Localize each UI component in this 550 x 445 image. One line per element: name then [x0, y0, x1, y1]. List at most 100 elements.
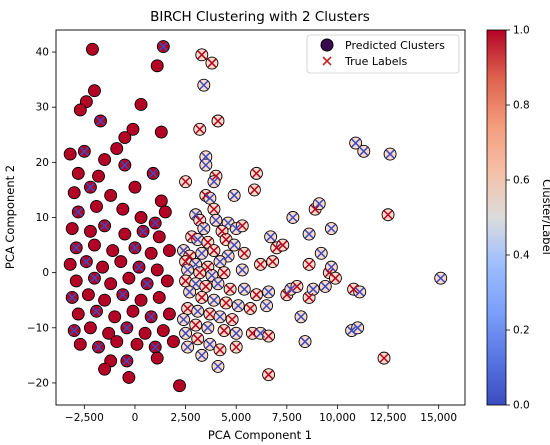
true-label-marker: [179, 314, 189, 325]
true-label-marker: [185, 251, 195, 261]
true-label-marker: [207, 58, 217, 68]
true-label-marker: [118, 290, 128, 300]
true-label-marker: [146, 248, 156, 258]
true-label-marker: [154, 292, 164, 302]
true-label-marker: [330, 273, 340, 283]
true-label-marker: [71, 243, 81, 253]
true-label-marker: [67, 223, 77, 234]
true-label-marker: [191, 279, 201, 289]
y-tick-label: −10: [27, 322, 49, 334]
true-label-marker: [142, 279, 152, 289]
legend: Predicted Clusters True Labels: [306, 34, 460, 74]
y-tick-label: 20: [36, 157, 49, 169]
true-label-marker: [181, 257, 191, 267]
true-label-marker: [278, 240, 288, 250]
true-label-marker: [81, 97, 91, 107]
true-label-marker: [221, 235, 231, 245]
true-label-marker: [93, 342, 104, 352]
true-label-marker: [187, 232, 197, 242]
true-label-marker: [96, 116, 106, 126]
true-label-marker: [351, 138, 361, 148]
true-label-marker: [264, 370, 274, 380]
true-label-marker: [160, 207, 170, 217]
true-label-marker: [73, 309, 83, 319]
true-label-marker: [158, 42, 168, 52]
true-label-marker: [268, 257, 278, 267]
true-label-marker: [150, 342, 160, 352]
true-label-marker: [219, 326, 229, 336]
true-label-marker: [385, 149, 395, 159]
x-axis: −2,500 0 2,500 5,000 7,500 10,000 12,500 15,000: [65, 405, 457, 424]
true-label-marker: [213, 116, 223, 126]
colorbar-tick-label: 1.0: [513, 25, 530, 37]
true-label-marker: [87, 44, 97, 54]
x-tick-label: 2,500: [171, 412, 201, 424]
y-tick-label: −20: [27, 377, 49, 389]
true-label-marker: [134, 262, 144, 272]
true-label-marker: [326, 262, 336, 272]
true-label-marker: [120, 160, 130, 170]
true-label-marker: [209, 177, 219, 187]
true-label-marker: [100, 155, 110, 165]
true-label-marker: [231, 328, 241, 338]
true-label-marker: [120, 229, 130, 239]
true-label-marker: [308, 284, 318, 294]
true-label-marker: [239, 248, 249, 258]
true-label-marker: [320, 281, 330, 291]
true-label-marker: [304, 292, 314, 302]
true-label-marker: [213, 361, 223, 371]
true-label-marker: [75, 339, 85, 349]
true-label-marker: [164, 246, 174, 256]
true-label-marker: [195, 124, 205, 134]
true-label-marker: [304, 259, 314, 269]
true-label-marker: [223, 218, 233, 228]
true-label-marker: [110, 312, 120, 322]
true-label-marker: [116, 257, 126, 267]
true-label-marker: [349, 284, 359, 294]
true-label-marker: [148, 168, 158, 178]
true-label-marker: [98, 262, 108, 272]
true-label-marker: [215, 312, 225, 322]
true-label-marker: [197, 292, 207, 302]
y-axis: −20 −10 0 10 20 30 40: [27, 47, 56, 389]
true-label-marker: [272, 243, 282, 253]
true-label-marker: [83, 290, 93, 300]
true-label-marker: [79, 146, 89, 156]
true-label-marker: [247, 328, 257, 338]
true-label-marker: [183, 303, 193, 314]
true-label-marker: [65, 149, 75, 159]
colorbar-tick-label: 0.2: [513, 325, 530, 337]
true-label-marker: [152, 61, 162, 71]
true-label-marker: [89, 273, 100, 283]
true-label-marker: [118, 204, 128, 214]
true-label-marker: [347, 326, 357, 336]
colorbar-ticks: 0.0 0.2 0.4 0.6 0.8 1.0: [506, 25, 530, 412]
true-label-marker: [355, 287, 365, 297]
true-label-marker: [124, 372, 134, 382]
true-label-marker: [154, 232, 164, 242]
y-tick-label: 0: [42, 267, 49, 279]
true-label-marker: [233, 301, 243, 311]
x-tick-label: 0: [132, 412, 139, 424]
true-label-marker: [231, 342, 241, 352]
true-label-marker: [152, 353, 162, 363]
true-label-marker: [304, 229, 314, 239]
true-label-marker: [205, 193, 215, 203]
true-label-marker: [255, 259, 266, 269]
true-label-marker: [89, 240, 100, 250]
true-label-marker: [205, 339, 215, 349]
true-label-marker: [249, 185, 259, 195]
true-label-marker: [183, 342, 193, 352]
true-label-marker: [130, 243, 140, 253]
true-label-marker: [191, 210, 201, 220]
true-label-marker: [203, 323, 213, 333]
colorbar-label: Cluster/Label: [540, 179, 550, 255]
true-label-marker: [183, 265, 193, 275]
true-label-marker: [229, 190, 239, 200]
true-label-marker: [207, 270, 217, 280]
true-label-marker: [136, 99, 146, 109]
true-label-marker: [310, 204, 320, 214]
true-label-marker: [150, 218, 160, 228]
colorbar-tick-label: 0.6: [513, 175, 530, 187]
colorbar-tick-label: 0.4: [513, 250, 530, 262]
